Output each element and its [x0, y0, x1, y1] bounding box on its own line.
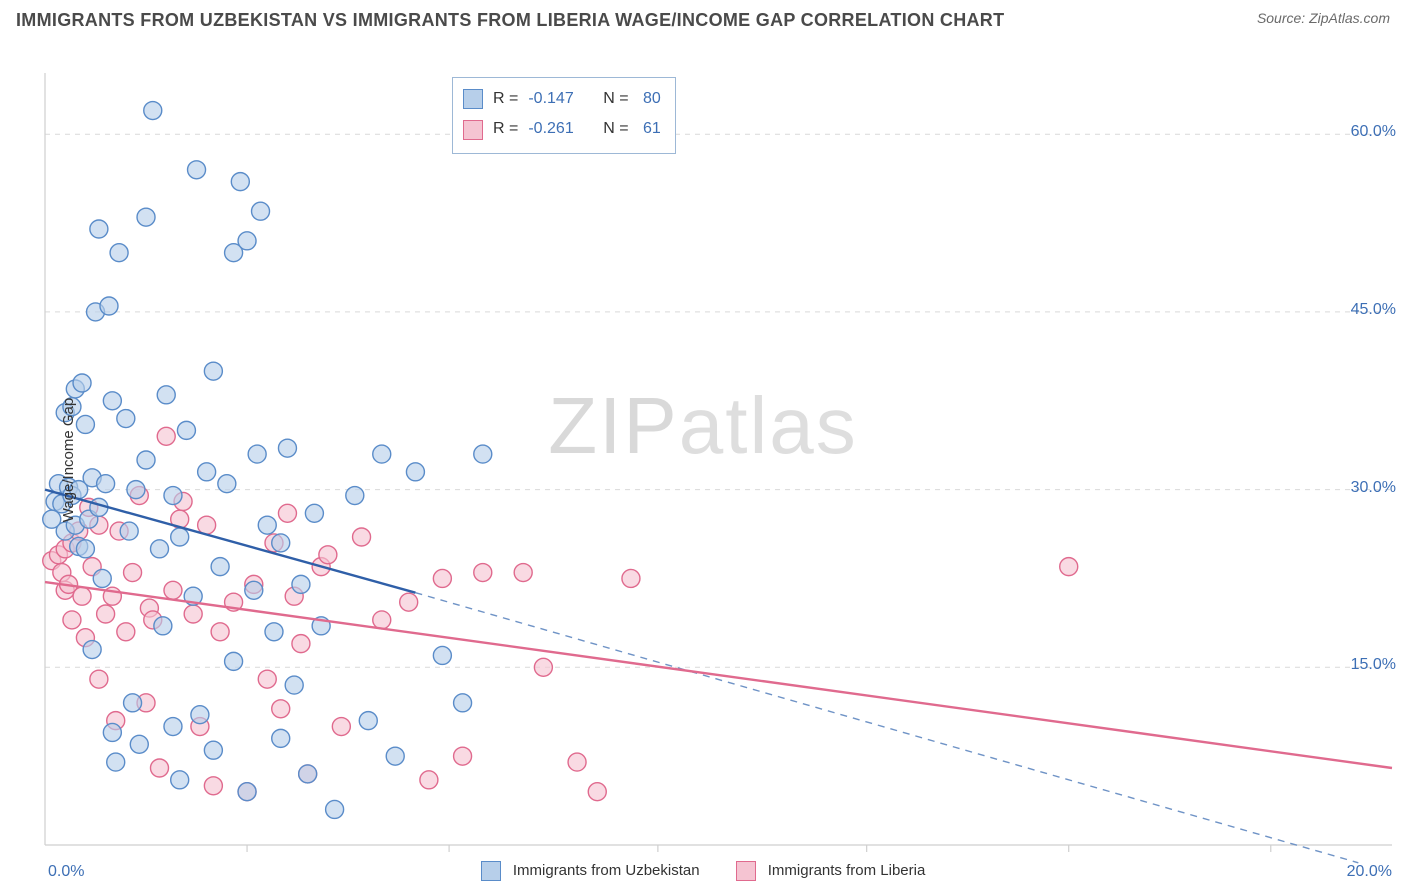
bottom-legend: Immigrants from Uzbekistan Immigrants fr…: [0, 861, 1406, 881]
legend-swatch-pink: [736, 861, 756, 881]
y-tick-label: 60.0%: [1351, 123, 1396, 141]
corr-row-pink: R = -0.261 N = 61: [463, 114, 661, 144]
y-axis-label: Wage/Income Gap: [60, 398, 77, 523]
legend-label-liberia: Immigrants from Liberia: [768, 862, 926, 879]
chart-source: Source: ZipAtlas.com: [1257, 10, 1390, 26]
corr-row-blue: R = -0.147 N = 80: [463, 84, 661, 114]
y-tick-label: 30.0%: [1351, 479, 1396, 497]
y-tick-label: 45.0%: [1351, 301, 1396, 319]
legend-item-liberia: Immigrants from Liberia: [736, 861, 926, 881]
chart-title: IMMIGRANTS FROM UZBEKISTAN VS IMMIGRANTS…: [16, 10, 1004, 31]
correlation-legend-box: R = -0.147 N = 80R = -0.261 N = 61: [452, 77, 676, 154]
scatter-plot-svg: [0, 35, 1406, 885]
chart-area: Wage/Income Gap ZIPatlas R = -0.147 N = …: [0, 35, 1406, 885]
legend-swatch-blue: [481, 861, 501, 881]
y-tick-label: 15.0%: [1351, 656, 1396, 674]
legend-label-uzbekistan: Immigrants from Uzbekistan: [513, 862, 700, 879]
corr-swatch-blue: [463, 89, 483, 109]
legend-item-uzbekistan: Immigrants from Uzbekistan: [481, 861, 700, 881]
corr-swatch-pink: [463, 120, 483, 140]
